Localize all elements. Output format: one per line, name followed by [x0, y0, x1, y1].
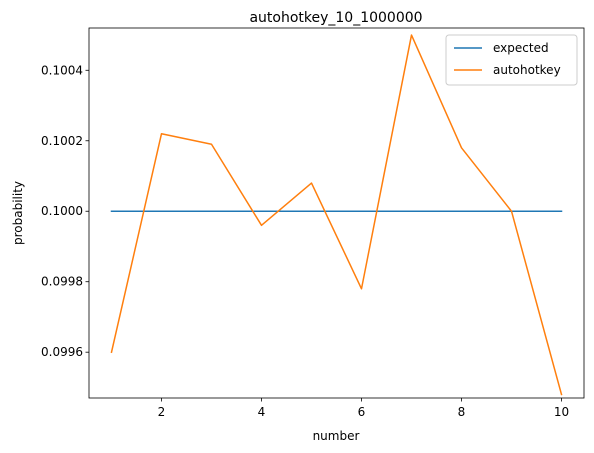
- plot-frame: [88, 27, 585, 399]
- x-tick-label: 2: [158, 405, 166, 419]
- chart-title: autohotkey_10_1000000: [249, 10, 422, 26]
- y-tick-label: 0.1004: [41, 63, 83, 77]
- y-tick-label: 0.0996: [41, 345, 83, 359]
- x-tick-label: 8: [458, 405, 466, 419]
- y-tick-label: 0.1000: [41, 204, 83, 218]
- series-layer: [110, 34, 563, 396]
- plot-area: [88, 27, 585, 399]
- x-tick-label: 6: [358, 405, 366, 419]
- legend: expected autohotkey: [445, 34, 578, 86]
- x-axis-label: number: [313, 429, 360, 443]
- x-tick-label: 4: [258, 405, 266, 419]
- legend-label-expected: expected: [493, 41, 549, 55]
- y-axis: 0.0996 0.0998 0.1000 0.1002 0.1004: [41, 63, 89, 359]
- series-line-autohotkey: [110, 34, 563, 396]
- x-tick-label: 10: [554, 405, 569, 419]
- y-tick-label: 0.0998: [41, 275, 83, 289]
- legend-items: expected autohotkey: [454, 41, 561, 77]
- y-axis-label: probability: [11, 181, 25, 245]
- legend-label-autohotkey: autohotkey: [493, 63, 561, 77]
- y-tick-label: 0.1002: [41, 134, 83, 148]
- x-axis: 2 4 6 8 10: [158, 398, 569, 419]
